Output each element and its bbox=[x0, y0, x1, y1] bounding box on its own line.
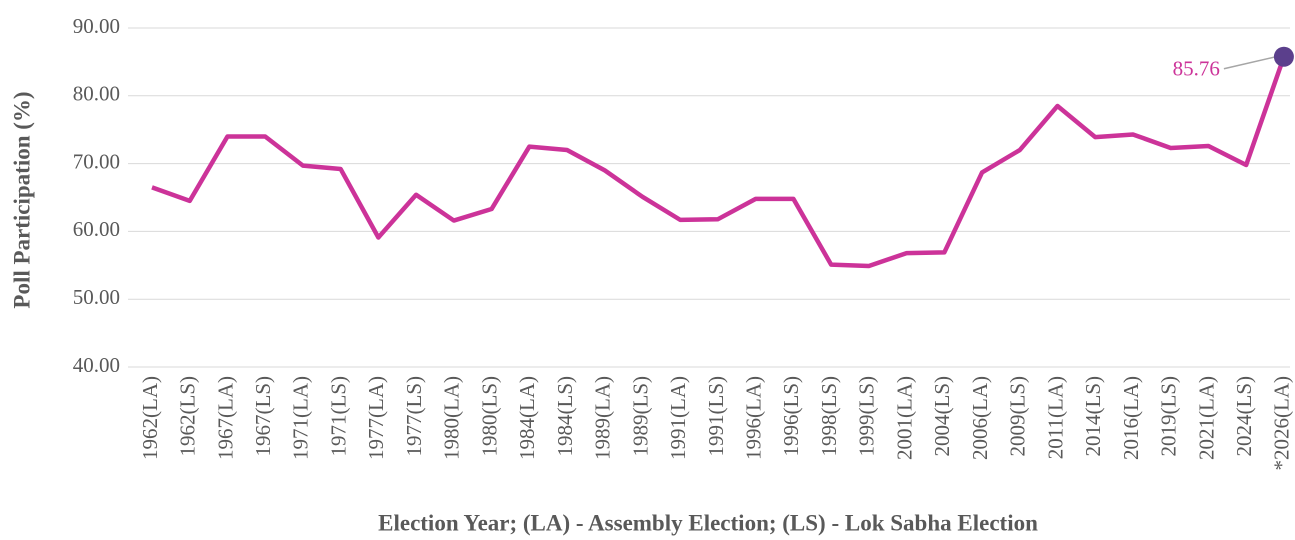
x-tick-label: 1984(LA) bbox=[515, 376, 539, 460]
x-tick-label: 1977(LS) bbox=[402, 376, 426, 457]
x-tick-label: 2011(LA) bbox=[1043, 376, 1067, 459]
y-tick-label: 90.00 bbox=[73, 14, 120, 38]
x-tick-label: 1996(LS) bbox=[779, 376, 803, 457]
x-tick-label: 2006(LA) bbox=[968, 376, 992, 460]
x-tick-label: 2019(LS) bbox=[1157, 376, 1181, 457]
x-tick-label: 1999(LS) bbox=[855, 376, 879, 457]
x-tick-label: 1980(LS) bbox=[477, 376, 501, 457]
annotation-leader bbox=[1223, 56, 1277, 70]
y-tick-label: 80.00 bbox=[73, 82, 120, 106]
x-tick-label: 2024(LS) bbox=[1232, 376, 1256, 457]
x-tick-label: 1980(LA) bbox=[440, 376, 464, 460]
x-tick-label: 1967(LA) bbox=[213, 376, 237, 460]
x-tick-label: 1971(LS) bbox=[326, 376, 350, 457]
x-axis-title: Election Year; (LA) - Assembly Election;… bbox=[378, 510, 1038, 535]
y-tick-label: 60.00 bbox=[73, 217, 120, 241]
x-tick-label: 1989(LS) bbox=[628, 376, 652, 457]
x-tick-label: *2026(LA) bbox=[1270, 376, 1294, 470]
x-tick-label: 1971(LA) bbox=[289, 376, 313, 460]
x-tick-label: 1977(LA) bbox=[364, 376, 388, 460]
x-tick-label: 1991(LS) bbox=[704, 376, 728, 457]
line-series bbox=[151, 56, 1287, 269]
y-tick-label: 40.00 bbox=[73, 353, 120, 377]
x-tick-label: 1989(LA) bbox=[591, 376, 615, 460]
x-tick-label: 2021(LA) bbox=[1194, 376, 1218, 460]
x-tick-label: 2004(LS) bbox=[930, 376, 954, 457]
x-tick-label: 1991(LA) bbox=[666, 376, 690, 460]
x-tick-label: 2001(LA) bbox=[892, 376, 916, 460]
x-tick-label: 1962(LA) bbox=[138, 376, 162, 460]
x-tick-label: 1998(LS) bbox=[817, 376, 841, 457]
x-tick-label: 1962(LS) bbox=[176, 376, 200, 457]
x-tick-label: 2016(LA) bbox=[1119, 376, 1143, 460]
y-tick-label: 50.00 bbox=[73, 285, 120, 309]
x-tick-label: 1996(LA) bbox=[741, 376, 765, 460]
x-tick-label: 1984(LS) bbox=[553, 376, 577, 457]
x-tick-label: 2009(LS) bbox=[1006, 376, 1030, 457]
y-tick-label: 70.00 bbox=[73, 149, 120, 173]
y-axis-title: Poll Participation (%) bbox=[9, 91, 34, 308]
highlight-point bbox=[1273, 46, 1294, 67]
data-label: 85.76 bbox=[1173, 57, 1220, 81]
x-tick-label: 2014(LS) bbox=[1081, 376, 1105, 457]
x-tick-label: 1967(LS) bbox=[251, 376, 275, 457]
